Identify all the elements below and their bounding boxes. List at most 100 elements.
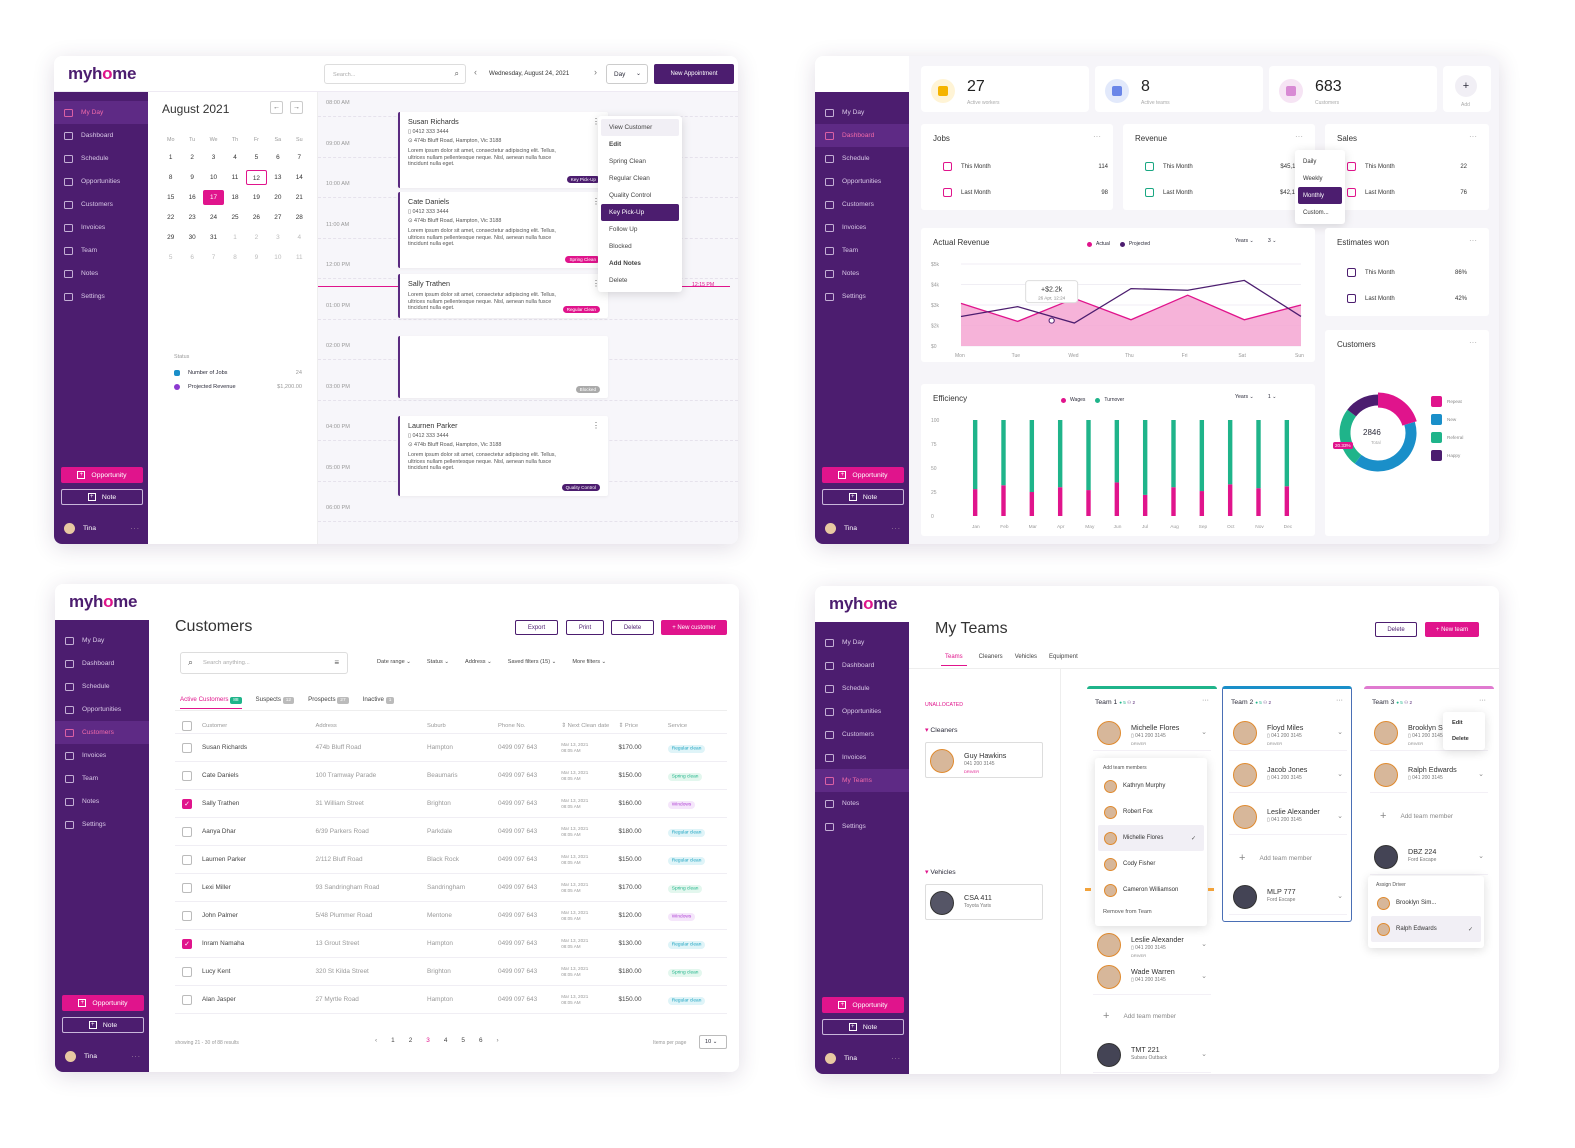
sidebar-item-team[interactable]: Team: [55, 767, 149, 790]
revenue-filter[interactable]: Years ⌄ 3 ⌄: [1235, 238, 1277, 244]
sidebar-item-opportunities[interactable]: Opportunities: [55, 698, 149, 721]
sidebar-item-customers[interactable]: Customers: [54, 193, 148, 216]
calendar-day[interactable]: 31: [210, 234, 218, 241]
sidebar-item-dashboard[interactable]: Dashboard: [815, 654, 909, 677]
team-member[interactable]: Floyd Miles ▯ 041 200 3145 DRIVER ⌄: [1229, 715, 1347, 751]
column-price[interactable]: ⇕ Price: [618, 722, 639, 729]
sidebar-item-opportunities[interactable]: Opportunities: [54, 170, 148, 193]
user-menu[interactable]: Tina ···: [825, 1053, 901, 1064]
calendar-day[interactable]: 7: [297, 154, 302, 161]
sidebar-item-notes[interactable]: Notes: [815, 262, 909, 285]
menu-item-follow-up[interactable]: Follow Up: [609, 226, 638, 233]
page-3[interactable]: 3: [426, 1037, 430, 1044]
calendar-day[interactable]: 5: [254, 154, 259, 161]
member-option[interactable]: Cody Fisher: [1098, 851, 1204, 877]
calendar-day[interactable]: 3: [276, 234, 280, 241]
opportunity-button[interactable]: + Opportunity: [62, 995, 144, 1011]
unallocated-cleaner-card[interactable]: Guy Hawkins 041 200 3145 DRIVER: [925, 742, 1043, 778]
chevron-down-icon[interactable]: ⌄: [1337, 729, 1343, 736]
team-member[interactable]: Wade Warren ▯ 041 200 3145 ⌄: [1093, 959, 1211, 995]
table-row[interactable]: ✓ Sally Trathen 31 William Street Brighton 0…: [175, 790, 727, 818]
team-member[interactable]: Leslie Alexander ▯ 041 200 3145 ⌄: [1229, 799, 1347, 835]
menu-item-blocked[interactable]: Blocked: [609, 243, 632, 250]
more-icon[interactable]: ⋮: [592, 279, 600, 288]
sidebar-item-settings[interactable]: Settings: [815, 285, 909, 308]
sidebar-item-my-teams[interactable]: My Teams: [815, 769, 909, 792]
row-checkbox[interactable]: [182, 910, 192, 921]
table-row[interactable]: Laurnen Parker 2/112 Bluff Road Black Rock…: [175, 846, 727, 874]
table-row[interactable]: Aanya Dhar 6/39 Parkers Road Parkdale 0499 …: [175, 818, 727, 846]
more-icon[interactable]: ···: [1336, 697, 1343, 704]
calendar-day[interactable]: 16: [188, 194, 196, 201]
prev-page-button[interactable]: ‹: [375, 1037, 378, 1044]
period-monthly[interactable]: Monthly: [1298, 187, 1342, 204]
chevron-down-icon[interactable]: ⌄: [1337, 893, 1343, 900]
page-1[interactable]: 1: [391, 1037, 395, 1044]
more-icon[interactable]: ···: [1479, 697, 1486, 704]
tab-equipment[interactable]: Equipment: [1049, 654, 1078, 660]
menu-item-key-pick-up[interactable]: Key Pick-Up: [601, 204, 679, 221]
calendar-day[interactable]: 24: [210, 214, 218, 221]
filter-saved-filters-15[interactable]: Saved filters (15) ⌄: [507, 659, 557, 665]
team-member[interactable]: Leslie Alexander ▯ 041 200 3145 DRIVER ⌄: [1093, 927, 1211, 963]
calendar-day[interactable]: 3: [211, 154, 216, 161]
calendar-day[interactable]: 20: [274, 194, 282, 201]
efficiency-filter[interactable]: Years ⌄ 1 ⌄: [1235, 394, 1277, 400]
chevron-down-icon[interactable]: ⌄: [1201, 973, 1207, 980]
sidebar-item-invoices[interactable]: Invoices: [815, 216, 909, 239]
calendar-day[interactable]: 10: [210, 174, 218, 181]
chevron-down-icon[interactable]: ⌄: [1201, 729, 1207, 736]
calendar-day[interactable]: 19: [252, 194, 260, 201]
sidebar-item-my-day[interactable]: My Day: [815, 631, 909, 654]
calendar-day[interactable]: 12: [245, 170, 268, 185]
note-button[interactable]: + Note: [62, 1017, 144, 1033]
calendar-day[interactable]: 15: [167, 194, 175, 201]
sidebar-item-schedule[interactable]: Schedule: [55, 675, 149, 698]
calendar-day[interactable]: 17: [202, 190, 225, 205]
menu-item-spring-clean[interactable]: Spring Clean: [609, 158, 646, 165]
more-icon[interactable]: ···: [1202, 697, 1209, 704]
menu-item-quality-control[interactable]: Quality Control: [609, 192, 652, 199]
period-weekly[interactable]: Weekly: [1303, 175, 1323, 182]
calendar-day[interactable]: 10: [274, 254, 282, 261]
calendar-day[interactable]: 27: [274, 214, 282, 221]
prev-day-button[interactable]: ‹: [474, 67, 477, 77]
menu-item-edit[interactable]: Edit: [609, 141, 622, 148]
page-4[interactable]: 4: [443, 1037, 448, 1044]
page-6[interactable]: 6: [478, 1037, 483, 1044]
new-team-button[interactable]: + New team: [1425, 622, 1479, 637]
sidebar-item-team[interactable]: Team: [54, 239, 148, 262]
opportunity-button[interactable]: + Opportunity: [822, 467, 904, 483]
next-month-button[interactable]: →: [290, 101, 303, 114]
calendar-day[interactable]: 1: [168, 154, 173, 161]
menu-item-delete[interactable]: Delete: [1452, 736, 1469, 742]
note-button[interactable]: + Note: [822, 1019, 904, 1035]
sidebar-item-customers[interactable]: Customers: [815, 723, 909, 746]
team-vehicle[interactable]: DBZ 224 Ford Escape ⌄: [1370, 839, 1488, 875]
calendar-day[interactable]: 21: [295, 194, 303, 201]
member-option[interactable]: Michelle Flores ✓: [1098, 825, 1204, 851]
row-checkbox[interactable]: [182, 882, 192, 893]
row-checkbox[interactable]: [182, 742, 192, 753]
member-option[interactable]: Cameron Williamson: [1098, 877, 1204, 903]
column-next-clean-date[interactable]: ⇕ Next Clean date: [561, 722, 610, 729]
row-checkbox[interactable]: ✓: [182, 798, 192, 809]
next-day-button[interactable]: ›: [594, 67, 597, 77]
opportunity-button[interactable]: + Opportunity: [822, 997, 904, 1013]
vehicles-group[interactable]: ▾ Vehicles: [925, 869, 956, 876]
sidebar-item-opportunities[interactable]: Opportunities: [815, 700, 909, 723]
calendar-day[interactable]: 18: [231, 194, 239, 201]
hover-point[interactable]: [1048, 317, 1055, 324]
menu-item-edit[interactable]: Edit: [1452, 720, 1463, 726]
sidebar-item-my-day[interactable]: My Day: [54, 101, 148, 124]
note-button[interactable]: + Note: [822, 489, 904, 505]
sidebar-item-notes[interactable]: Notes: [55, 790, 149, 813]
calendar-day[interactable]: 11: [231, 174, 239, 181]
appointment-card[interactable]: Blocked: [398, 336, 608, 398]
menu-item-view-customer[interactable]: View Customer: [601, 119, 679, 136]
sidebar-item-schedule[interactable]: Schedule: [815, 677, 909, 700]
calendar-day[interactable]: 4: [233, 154, 237, 161]
per-page-select[interactable]: 10 ⌄: [699, 1035, 727, 1049]
chevron-down-icon[interactable]: ⌄: [1478, 771, 1484, 778]
table-row[interactable]: John Palmer 5/48 Plummer Road Mentone 0499 …: [175, 902, 727, 930]
